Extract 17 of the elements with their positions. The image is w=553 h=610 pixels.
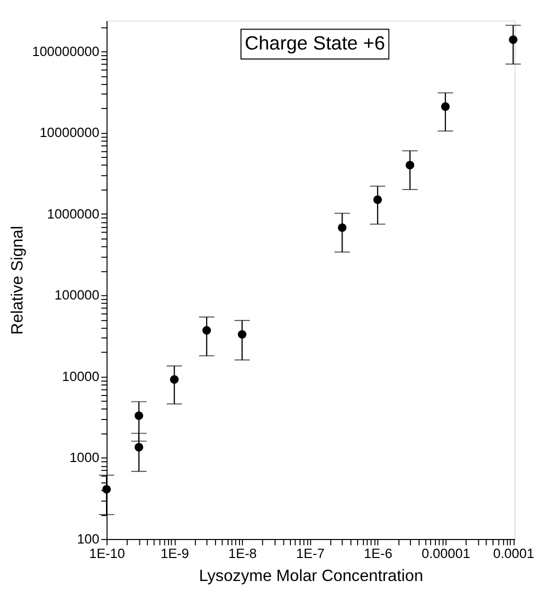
y-tick-label: 100000000 bbox=[32, 44, 100, 59]
y-tick-label: 10000000 bbox=[40, 125, 100, 140]
x-tick-label: 0.0001 bbox=[493, 546, 534, 561]
y-tick-label: 1000 bbox=[69, 450, 100, 466]
annotation: Charge State +6 bbox=[244, 33, 386, 54]
y-tick-label: 100 bbox=[76, 531, 100, 546]
x-tick-label: 0.00001 bbox=[422, 546, 470, 561]
y-axis-title: Relative Signal bbox=[8, 226, 26, 335]
x-tick-label: 1E-10 bbox=[89, 546, 125, 561]
y-tick-label: 10000 bbox=[62, 368, 100, 384]
x-tick-label: 1E-7 bbox=[296, 546, 325, 561]
x-tick-label: 1E-8 bbox=[228, 546, 257, 561]
x-axis-title: Lysozyme Molar Concentration bbox=[198, 566, 424, 585]
y-tick-label: 1000000 bbox=[47, 206, 100, 222]
y-tick-label: 100000 bbox=[54, 288, 100, 303]
x-tick-label: 1E-9 bbox=[160, 546, 190, 561]
x-tick-label: 1E-6 bbox=[364, 546, 392, 561]
